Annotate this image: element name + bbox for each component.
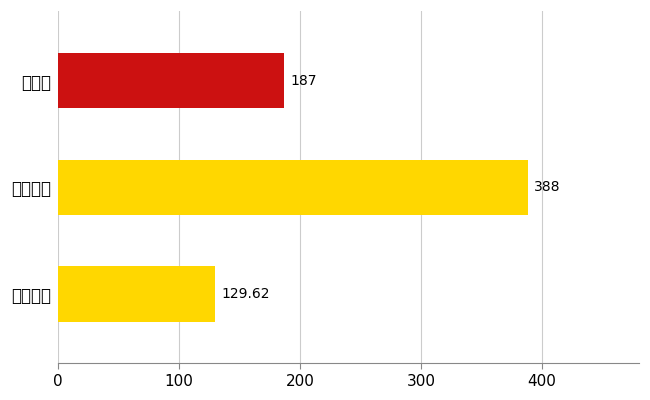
- Text: 129.62: 129.62: [221, 287, 270, 301]
- Text: 187: 187: [291, 74, 317, 88]
- Bar: [58, 266, 215, 322]
- Bar: [58, 53, 284, 108]
- Text: 388: 388: [534, 180, 560, 194]
- Bar: [58, 160, 528, 215]
